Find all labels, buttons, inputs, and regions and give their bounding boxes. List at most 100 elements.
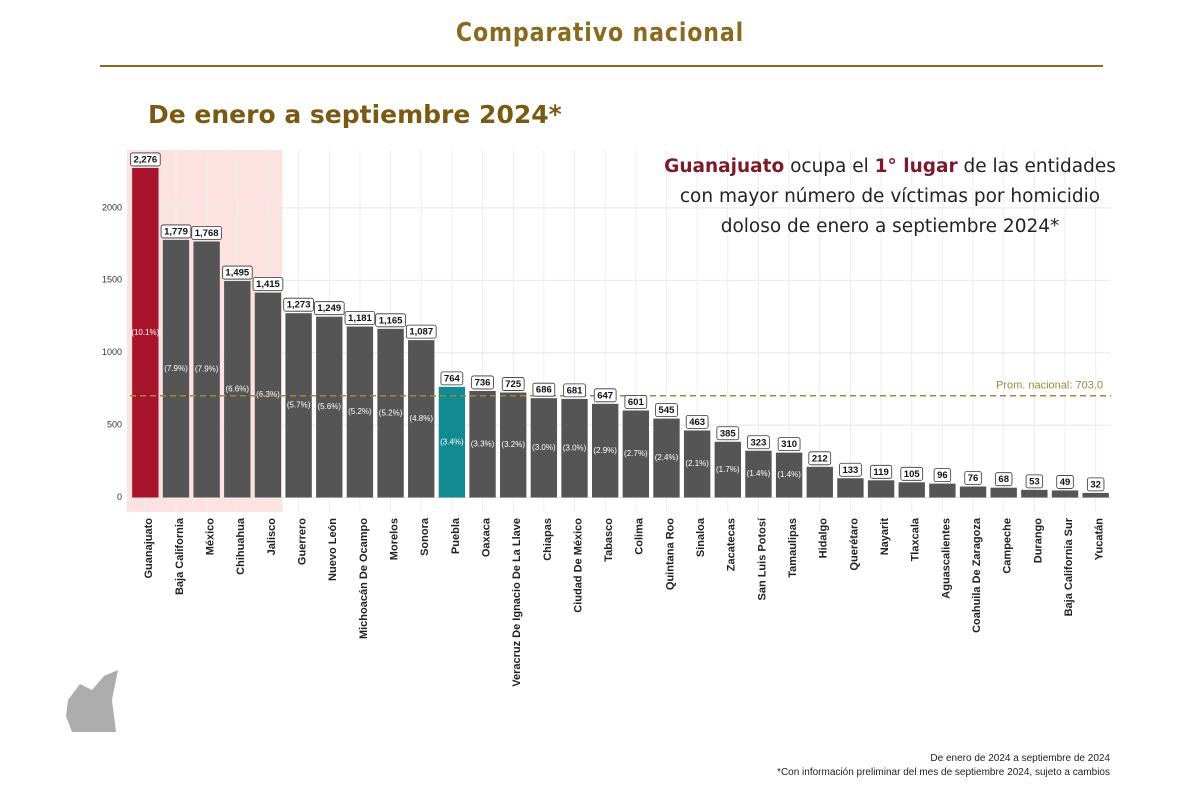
x-tick-label: Chihuahua	[235, 517, 247, 575]
value-label-box	[964, 471, 982, 485]
bar	[837, 478, 864, 498]
bar	[714, 441, 741, 498]
x-tick-label: Jalisco	[266, 518, 278, 556]
bar	[775, 452, 803, 498]
value-label: 1,495	[222, 265, 253, 280]
x-tick-label: Oaxaca	[480, 517, 492, 557]
annotation-text: 1° lugar	[874, 156, 958, 177]
x-tick-label: México	[205, 518, 217, 556]
bar	[377, 328, 404, 498]
value-label-box	[655, 403, 678, 418]
bar	[653, 418, 680, 498]
share-label: (2.7%)	[624, 449, 648, 458]
value-label-text: 1,495	[225, 268, 249, 279]
value-label: 1,768	[191, 226, 222, 240]
value-label: 647	[593, 388, 617, 403]
title-rule	[100, 65, 1103, 67]
value-label-box	[1025, 474, 1044, 489]
x-tick-label: Guerrero	[297, 518, 309, 565]
share-label: (6.3%)	[256, 390, 280, 399]
annotation-line: con mayor número de víctimas por homicid…	[640, 182, 1140, 212]
bar	[745, 450, 772, 498]
value-label: 133	[839, 462, 862, 477]
y-tick-label: 1500	[102, 275, 122, 285]
bar	[438, 386, 466, 498]
value-label: 736	[471, 375, 494, 390]
x-tick-label: Guanajuato	[143, 518, 155, 579]
value-label-box	[313, 301, 345, 316]
value-label: 76	[964, 471, 982, 485]
value-label-text: 463	[689, 417, 705, 428]
y-tick-label: 0	[117, 492, 122, 502]
value-label: 2,276	[130, 152, 161, 167]
value-label-text: 1,779	[164, 226, 188, 237]
value-label: 105	[900, 466, 924, 481]
bar	[254, 292, 282, 498]
value-label-box	[501, 377, 525, 391]
value-label: 725	[501, 377, 525, 391]
share-label: (5.7%)	[287, 400, 311, 409]
value-label-text: 68	[998, 474, 1009, 485]
x-tick-label: Campeche	[1002, 518, 1014, 574]
bar	[959, 486, 987, 498]
x-tick-label: Tlaxcala	[910, 517, 922, 561]
value-label: 764	[440, 371, 464, 386]
bar	[162, 239, 190, 498]
value-label-text: 133	[842, 465, 858, 476]
value-label: 212	[808, 451, 832, 466]
bar	[193, 241, 220, 498]
annotation: Guanajuato ocupa el 1° lugar de las enti…	[640, 152, 1140, 242]
bar	[990, 487, 1017, 498]
x-tick-label: Sonora	[419, 517, 431, 556]
share-label: (3.0%)	[563, 443, 587, 452]
share-label: (5.6%)	[317, 402, 341, 411]
annotation-text: con mayor número de víctimas por homicid…	[679, 186, 1101, 207]
annotation-text: ocupa el	[784, 156, 875, 177]
value-label-box	[222, 265, 253, 280]
share-label: (5.2%)	[348, 407, 372, 416]
value-label-box	[995, 472, 1013, 487]
bar	[622, 410, 650, 498]
bar	[806, 466, 833, 498]
value-label-text: 1,415	[256, 279, 280, 290]
value-label-box	[839, 462, 862, 477]
x-tick-label: Durango	[1032, 518, 1044, 564]
page-title: Comparativo nacional	[455, 18, 745, 48]
bar	[469, 390, 496, 498]
x-tick-label: Ciudad De México	[572, 518, 584, 613]
value-label-box	[1056, 475, 1074, 489]
footnotes: De enero de 2024 a septiembre de 2024 *Co…	[777, 752, 1110, 780]
value-label: 119	[870, 464, 893, 479]
x-tick-label: Zacatecas	[726, 518, 738, 571]
value-label: 323	[747, 435, 770, 450]
value-label-text: 647	[597, 390, 613, 401]
value-label-box	[933, 468, 952, 483]
value-label-box	[375, 313, 406, 328]
value-label-text: 1,273	[287, 300, 311, 311]
value-label-text: 76	[968, 473, 979, 484]
value-label: 1,165	[375, 313, 406, 328]
value-label-text: 545	[659, 405, 676, 416]
value-label: 385	[716, 426, 740, 441]
value-label-text: 2,276	[133, 154, 157, 165]
value-label-text: 385	[720, 428, 737, 439]
bar	[224, 281, 251, 498]
x-tick-label: Sinaloa	[695, 517, 707, 557]
share-label: (3.2%)	[501, 440, 525, 449]
value-label-box	[344, 311, 376, 325]
annotation-text: doloso de enero a septiembre 2024*	[720, 216, 1060, 237]
value-label-box	[405, 324, 437, 339]
x-tick-label: Yucatán	[1094, 518, 1106, 560]
share-label: (3.4%)	[440, 437, 464, 446]
x-tick-label: Tabasco	[603, 518, 615, 562]
x-tick-label: Michoacán De Ocampo	[358, 518, 370, 639]
x-tick-label: Baja California Sur	[1063, 517, 1075, 616]
value-label-text: 1,768	[195, 228, 219, 239]
value-label: 310	[777, 437, 801, 452]
value-label-box	[252, 277, 284, 292]
value-label: 1,249	[313, 301, 345, 316]
bar	[591, 403, 619, 498]
bar	[929, 483, 956, 498]
